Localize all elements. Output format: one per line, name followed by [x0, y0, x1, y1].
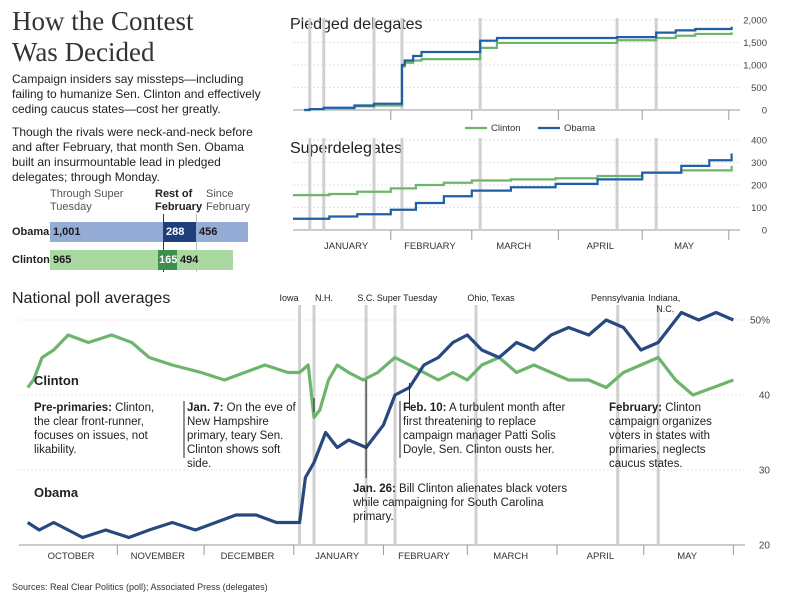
- superdelegates-x-tick-label: MARCH: [496, 241, 531, 252]
- annotation-pre-primaries: Pre-primaries: Clinton, the clear front-…: [34, 402, 155, 456]
- superdelegates-x-tick-label: FEBRUARY: [404, 241, 456, 252]
- superdelegates-y-tick-label: 100: [751, 203, 767, 214]
- pledged-y-tick-label: 500: [751, 83, 767, 94]
- clinton-rest-of-february-bar: 165: [158, 250, 177, 270]
- legend-obama-label: Obama: [564, 123, 596, 134]
- poll-event-label: S.C.: [357, 293, 375, 303]
- poll-x-tick-label: DECEMBER: [221, 551, 275, 562]
- poll-x-tick-label: OCTOBER: [48, 551, 95, 562]
- legend-clinton-label: Clinton: [491, 123, 521, 134]
- intro-paragraph-1: Campaign insiders say missteps—including…: [12, 72, 261, 116]
- superdelegates-clinton-line: [293, 165, 733, 197]
- pledged-y-tick-label: 0: [762, 106, 767, 117]
- pledged-y-tick-label: 2,000: [743, 16, 767, 27]
- intro-paragraph-2: Though the rivals were neck-and-neck bef…: [12, 125, 253, 184]
- clinton-since-february-bar: 494: [177, 250, 233, 270]
- poll-event-label: Iowa: [280, 293, 299, 303]
- title-line-2: Was Decided: [12, 37, 155, 67]
- col-header-through-super-tuesday: Through Super Tuesday: [50, 188, 124, 213]
- pledged-y-tick-label: 1,500: [743, 38, 767, 49]
- obama-since-february-bar: 456: [196, 222, 248, 242]
- poll-y-tick-label: 30: [759, 466, 771, 477]
- poll-event-label: Ohio, Texas: [467, 293, 515, 303]
- poll-x-tick-label: NOVEMBER: [131, 551, 186, 562]
- pledged-y-tick-label: 1,000: [743, 61, 767, 72]
- column-divider: [163, 214, 164, 272]
- annotation-jan-7: Jan. 7: On the eve of New Hampshire prim…: [187, 402, 296, 470]
- poll-x-tick-label: APRIL: [587, 551, 614, 562]
- poll-clinton-line: [26, 333, 734, 420]
- poll-y-tick-label: 40: [759, 391, 771, 402]
- title-line-1: How the Contest: [12, 6, 194, 36]
- source-note: Sources: Real Clear Politics (poll); Ass…: [12, 582, 268, 592]
- poll-event-label: N.H.: [315, 293, 333, 303]
- annotation-jan-26: Jan. 26: Bill Clinton alienates black vo…: [353, 483, 568, 523]
- superdelegates-x-tick-label: MAY: [674, 241, 695, 252]
- superdelegates-y-tick-label: 0: [762, 226, 767, 237]
- poll-event-label: Indiana,: [648, 293, 680, 303]
- annotation-february: February: Clinton campaign organizes vot…: [609, 402, 712, 470]
- obama-rest-of-february-bar: 288: [163, 222, 196, 242]
- pledged-clinton-line: [304, 32, 733, 112]
- superdelegates-y-tick-label: 200: [751, 181, 767, 192]
- poll-obama-label: Obama: [34, 485, 79, 500]
- clinton-through-super-tuesday-bar: 965: [50, 250, 158, 270]
- poll-event-label: N.C.: [656, 304, 674, 314]
- superdelegates-obama-line: [293, 153, 733, 220]
- col-header-since-february: Since February: [206, 188, 251, 213]
- poll-event-label: Pennsylvania: [591, 293, 645, 303]
- superdelegates-x-tick-label: JANUARY: [324, 241, 369, 252]
- poll-chart-title: National poll averages: [12, 290, 171, 307]
- poll-x-tick-label: FEBRUARY: [398, 551, 450, 562]
- superdelegates-y-tick-label: 400: [751, 136, 767, 147]
- poll-y-tick-label: 20: [759, 541, 771, 552]
- poll-x-tick-label: MARCH: [493, 551, 528, 562]
- superdelegates-y-tick-label: 300: [751, 158, 767, 169]
- column-divider: [196, 214, 197, 272]
- row-label-obama: Obama: [12, 226, 50, 238]
- obama-through-super-tuesday-bar: 1,001: [50, 222, 163, 242]
- poll-x-tick-label: MAY: [677, 551, 698, 562]
- row-label-clinton: Clinton: [12, 254, 50, 266]
- page-title: How the Contest Was Decided: [12, 6, 272, 68]
- poll-y-tick-label: 50%: [750, 316, 770, 327]
- poll-x-tick-label: JANUARY: [315, 551, 360, 562]
- poll-obama-line: [26, 310, 735, 540]
- annotation-feb-10: Feb. 10: A turbulent month after first t…: [403, 402, 566, 456]
- col-header-rest-of-february: Rest of February: [155, 188, 203, 213]
- superdelegates-x-tick-label: APRIL: [587, 241, 614, 252]
- pledged-obama-line: [304, 26, 733, 112]
- poll-event-label: Super Tuesday: [377, 293, 438, 303]
- poll-clinton-label: Clinton: [34, 373, 79, 388]
